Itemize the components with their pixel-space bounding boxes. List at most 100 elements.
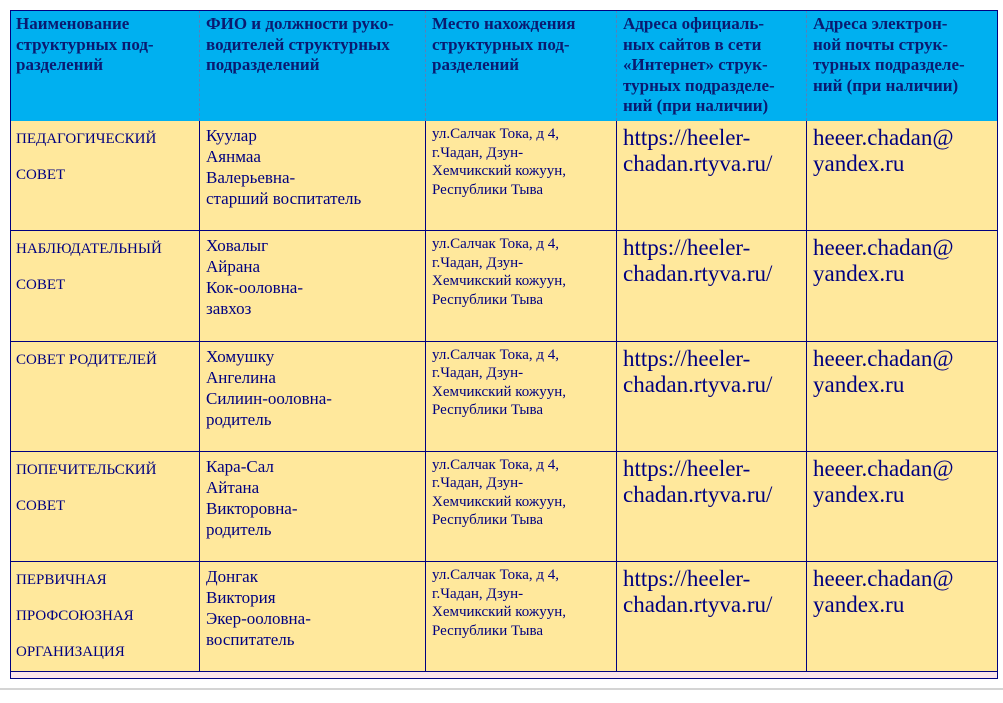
text-line: https://heeler- (623, 455, 751, 481)
text-line: ных сайтов в сети (623, 34, 762, 54)
header-cell: Место нахождения структурных под-разделен… (426, 10, 617, 121)
text-line: воспитатель (206, 630, 295, 650)
table-cell: ул.Салчак Тока, д 4, г.Чадан, Дзун- Хемчик… (426, 341, 617, 452)
text-line: турных подразделе- (623, 75, 775, 95)
text-line: Наименование (16, 14, 130, 33)
text-line: Кара-Сал (206, 456, 274, 476)
text-line: г.Чадан, Дзун- (432, 144, 524, 161)
text-line: завхоз (206, 299, 252, 319)
table-cell: heeer.chadan@ yandex.ru (807, 451, 998, 563)
table-cell: Куулар Аянмаа Валерьевна-старший воспитате… (200, 121, 426, 232)
text-line: yandex.ru (813, 151, 905, 176)
table-cell: https://heeler-chadan.rtyva.ru/ (617, 562, 807, 673)
text-line: Хемчикский кожуун, (432, 273, 567, 290)
text-line: родитель (206, 409, 272, 429)
text-line: ний (при наличии) (813, 75, 959, 95)
table-cell: https://heeler-chadan.rtyva.ru/ (617, 451, 807, 563)
text-line: Айтана (206, 477, 260, 497)
table-cell: Хомушку Ангелина Силиин-ооловна-родитель (200, 341, 426, 452)
table-cell: https://heeler-chadan.rtyva.ru/ (617, 341, 807, 452)
text-line: Хемчикский кожуун, (432, 383, 567, 400)
text-line: Экер-ооловна- (206, 609, 311, 629)
header-cell: ФИО и должности руко-водителей структурн… (200, 10, 426, 121)
table-cell: https://heeler-chadan.rtyva.ru/ (617, 231, 807, 342)
table-cell: Кара-Сал Айтана Викторовна-родитель (200, 451, 426, 563)
empty-row (11, 672, 997, 678)
text-line: Викторовна- (206, 498, 298, 518)
text-line: ПЕРВИЧНАЯ (16, 572, 107, 589)
text-line: ний (при наличии) (623, 96, 769, 115)
text-line: ной почты струк- (813, 34, 948, 54)
text-line: Айрана (206, 257, 261, 277)
header-cell: Адреса официаль-ных сайтов в сети «Интерн… (617, 10, 807, 121)
text-line: СОВЕТ (16, 497, 66, 514)
text-line: структурных под- (16, 34, 154, 54)
text-line: родитель (206, 519, 272, 539)
text-line: подразделений (206, 55, 320, 74)
text-line: Ховалыг (206, 236, 269, 256)
text-line: Республики Тыва (432, 402, 544, 419)
text-line: «Интернет» струк- (623, 55, 768, 74)
table-cell: ПОПЕЧИТЕЛЬСКИЙ СОВЕТ (10, 451, 200, 563)
text-line: ул.Салчак Тока, д 4, (432, 126, 559, 142)
text-line: yandex.ru (813, 592, 905, 618)
text-line: г.Чадан, Дзун- (432, 254, 524, 271)
text-line: heeer.chadan@ (813, 455, 954, 481)
text-line: ПЕДАГОГИЧЕСКИЙ (16, 131, 157, 147)
text-line: Аянмаа (206, 147, 261, 166)
text-line: Донгак (206, 567, 258, 587)
table-cell: heeer.chadan@ yandex.ru (807, 231, 998, 342)
text-line: ул.Салчак Тока, д 4, (432, 456, 559, 473)
text-line: Кок-ооловна- (206, 278, 304, 298)
header-cell: Наименование структурных под-разделений (10, 10, 200, 121)
text-line: НАБЛЮДАТЕЛЬНЫЙ (16, 241, 162, 258)
text-line: chadan.rtyva.ru/ (623, 592, 773, 618)
text-line: Место нахождения (432, 14, 576, 33)
table-cell: ПЕДАГОГИЧЕСКИЙ СОВЕТ (10, 121, 200, 232)
text-line: Ангелина (206, 367, 276, 387)
text-line: Хомушку (206, 346, 275, 366)
table-cell: heeer.chadan@ yandex.ru (807, 341, 998, 452)
text-line: heeer.chadan@ (813, 235, 954, 261)
text-line: chadan.rtyva.ru/ (623, 481, 773, 507)
text-line: yandex.ru (813, 371, 905, 397)
text-line: https://heeler- (623, 566, 751, 592)
text-line: chadan.rtyva.ru/ (623, 371, 773, 397)
text-line: ФИО и должности руко- (206, 14, 394, 33)
table-cell: СОВЕТ РОДИТЕЛЕЙ (10, 341, 200, 452)
table-cell: ул.Салчак Тока, д 4, г.Чадан, Дзун- Хемчик… (426, 231, 617, 342)
text-line: ул.Салчак Тока, д 4, (432, 346, 559, 363)
table-cell: heeer.chadan@ yandex.ru (807, 562, 998, 673)
text-line: Хемчикский кожуун, (432, 604, 567, 621)
text-line: https://heeler- (623, 125, 751, 150)
text-line: Силиин-ооловна- (206, 388, 332, 408)
text-line: Виктория (206, 588, 276, 608)
table-cell: Ховалыг Айрана Кок-ооловна-завхоз (200, 231, 426, 342)
text-line: Республики Тыва (432, 622, 544, 639)
table-cell: Донгак Виктория Экер-ооловна-воспитатель (200, 562, 426, 673)
table-cell: ул.Салчак Тока, д 4, г.Чадан, Дзун- Хемчик… (426, 562, 617, 673)
text-line: Хемчикский кожуун, (432, 163, 567, 179)
text-line: СОВЕТ (16, 277, 66, 294)
text-line: Республики Тыва (432, 291, 544, 308)
text-line: Куулар (206, 126, 257, 145)
table-cell: https://heeler-chadan.rtyva.ru/ (617, 121, 807, 232)
text-line: Хемчикский кожуун, (432, 493, 567, 510)
table-cell: ПЕРВИЧНАЯ ПРОФСОЮЗНАЯ ОРГАНИЗАЦИЯ (10, 562, 200, 673)
text-line: chadan.rtyva.ru/ (623, 151, 773, 176)
text-line: yandex.ru (813, 481, 905, 507)
text-line: старший воспитатель (206, 189, 362, 208)
text-line: yandex.ru (813, 261, 905, 287)
text-line: турных подразделе- (813, 55, 965, 74)
text-line: Республики Тыва (432, 512, 544, 529)
text-line: разделений (432, 55, 520, 74)
text-line: heeer.chadan@ (813, 125, 954, 150)
table-cell: НАБЛЮДАТЕЛЬНЫЙ СОВЕТ (10, 231, 200, 342)
text-line: ул.Салчак Тока, д 4, (432, 567, 559, 584)
text-line: heeer.chadan@ (813, 566, 954, 592)
text-line: Адреса официаль- (623, 14, 765, 33)
text-line: ОРГАНИЗАЦИЯ (16, 644, 125, 661)
separator (0, 688, 1003, 690)
text-line: https://heeler- (623, 345, 751, 371)
